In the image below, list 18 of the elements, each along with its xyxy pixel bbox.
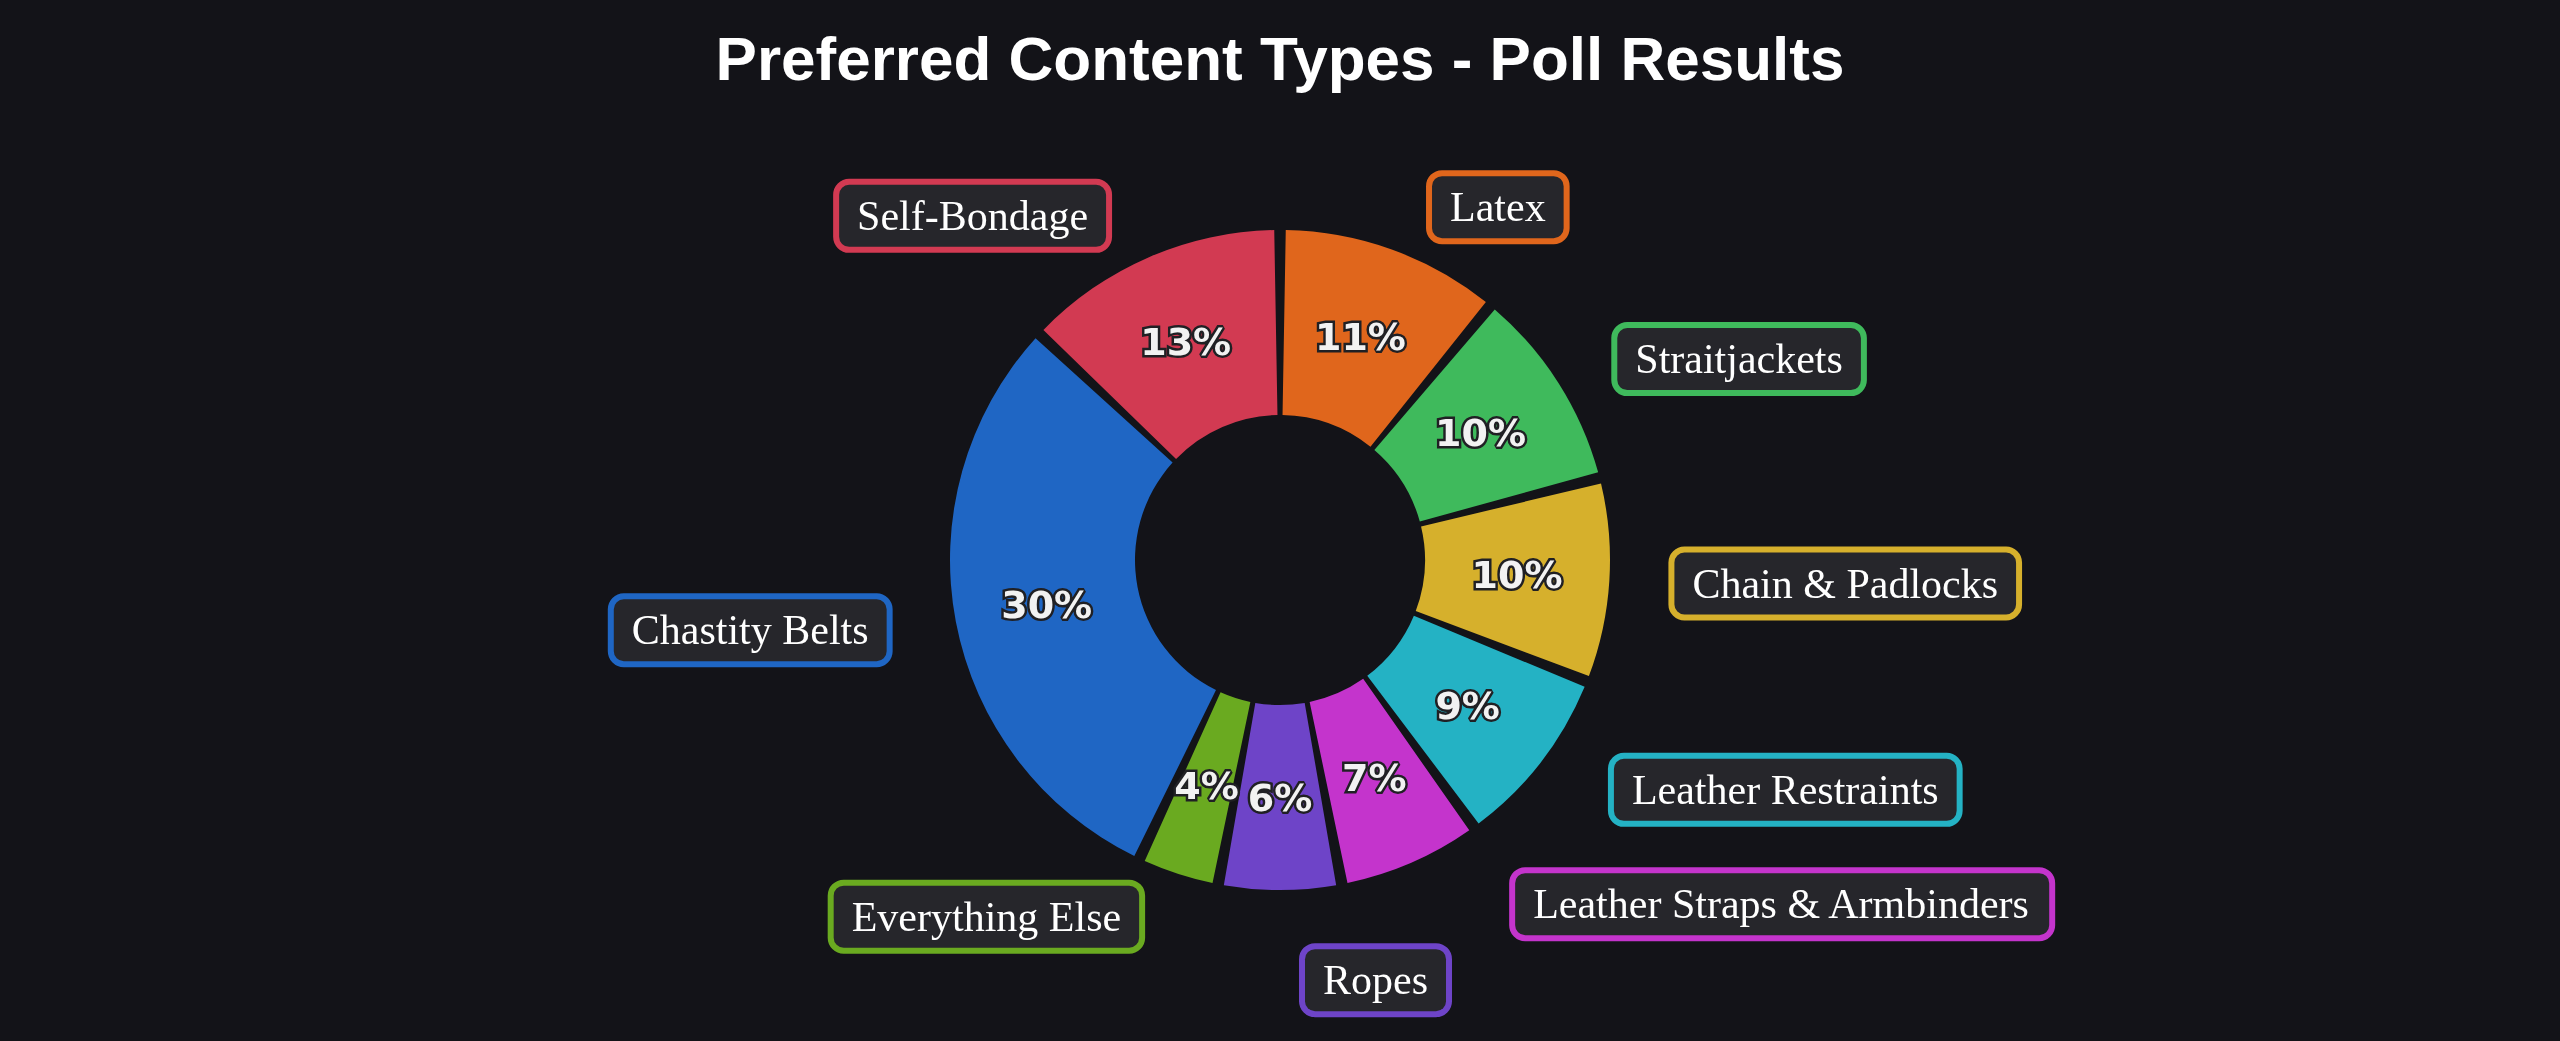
- slice-label: Everything Else: [851, 893, 1122, 940]
- slice-label: Self-Bondage: [857, 192, 1089, 239]
- data-label: 13%: [1140, 320, 1232, 365]
- slice-label: Leather Straps & Armbinders: [1533, 881, 2029, 928]
- data-label: 11%: [1314, 314, 1406, 359]
- data-label: 10%: [1471, 552, 1563, 597]
- slice-label: Leather Restraints: [1631, 766, 1939, 813]
- slice-label: Chastity Belts: [631, 607, 869, 654]
- slice-label: Ropes: [1323, 957, 1428, 1004]
- data-label: 9%: [1435, 683, 1500, 728]
- slice-label: Straitjackets: [1635, 336, 1843, 383]
- slice-label: Chain & Padlocks: [1692, 560, 1999, 607]
- chart-title: Preferred Content Types - Poll Results: [715, 23, 1845, 93]
- slice-label: Latex: [1450, 184, 1546, 231]
- data-label: 30%: [1001, 582, 1093, 627]
- data-label: 7%: [1342, 755, 1407, 800]
- data-label: 10%: [1435, 410, 1527, 455]
- data-label: 6%: [1247, 775, 1313, 820]
